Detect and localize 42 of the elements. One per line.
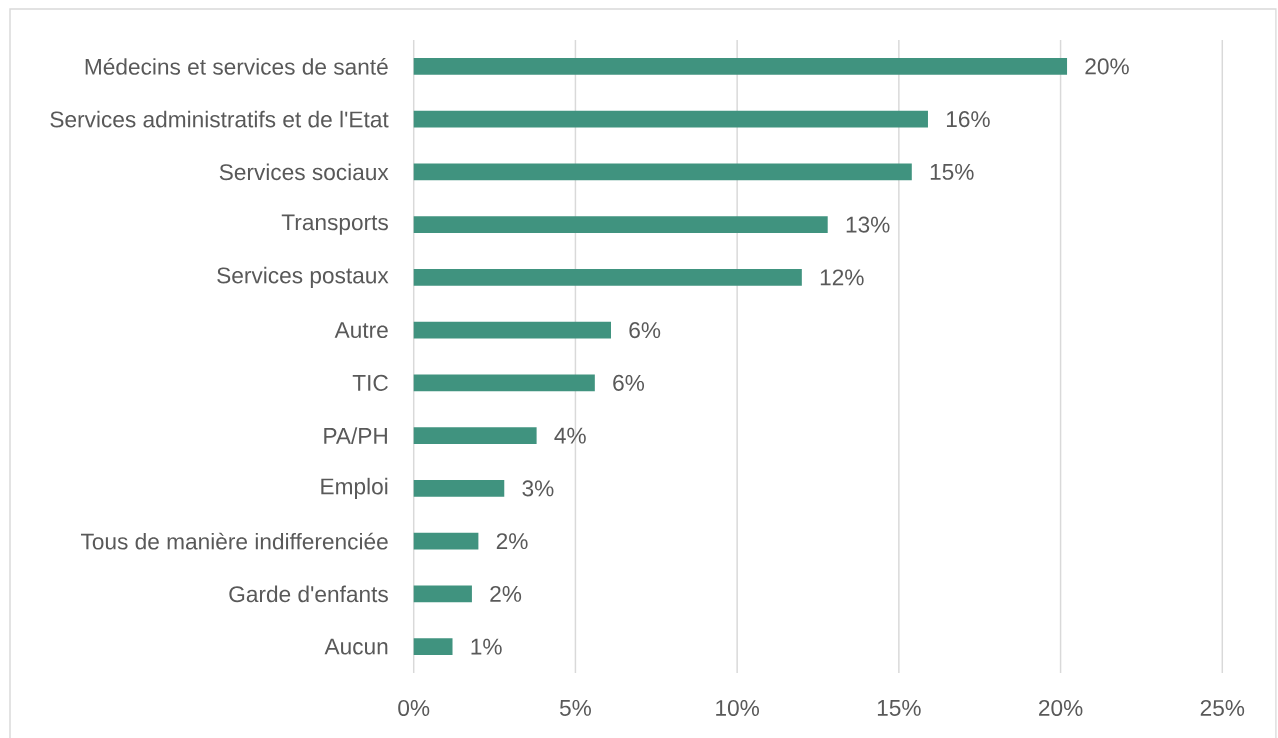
data-label: 2% (490, 585, 522, 602)
bar (413, 268, 802, 286)
y-tick-label: Tous de manière indifferenciée (80, 532, 388, 550)
data-label: 3% (522, 480, 554, 497)
y-tick-label: Aucun (324, 638, 388, 655)
x-tick-label: 20% (1039, 699, 1083, 716)
data-label: 6% (613, 374, 645, 391)
y-tick-label: Autre (334, 322, 388, 339)
data-label: 13% (846, 216, 890, 233)
bar (413, 638, 453, 656)
data-label: 12% (820, 269, 864, 286)
bar (413, 321, 611, 339)
bar (413, 427, 537, 445)
y-tick-label: Emploi (321, 477, 388, 499)
data-label: 15% (930, 163, 974, 180)
data-label: 2% (496, 533, 528, 550)
x-tick-label: 10% (716, 699, 760, 716)
x-tick-label: 15% (877, 699, 921, 716)
bar (413, 163, 912, 181)
bar (413, 479, 505, 497)
y-tick-label: Services sociaux (219, 163, 389, 181)
y-tick-label: Garde d'enfants (229, 585, 388, 603)
bar (413, 585, 472, 603)
y-tick-label: Services postaux (217, 266, 389, 288)
data-label: 4% (554, 427, 586, 444)
bar (413, 110, 928, 128)
y-tick-label: PA/PH (324, 427, 387, 444)
y-tick-label: Transports (281, 214, 388, 235)
bar (413, 532, 479, 550)
y-tick-label: Médecins et services de santé (85, 57, 388, 75)
bar (413, 57, 1068, 75)
data-label: 6% (629, 322, 661, 339)
data-label: 20% (1085, 58, 1129, 75)
y-tick-label: TIC (352, 374, 388, 391)
y-tick-label: Services administratifs et de l'Etat (50, 110, 389, 128)
data-label: 16% (946, 111, 990, 128)
data-label: 1% (471, 638, 502, 655)
bar (413, 374, 595, 392)
bar (413, 216, 828, 234)
x-tick-label: 0% (398, 699, 430, 716)
x-tick-label: 25% (1200, 699, 1245, 716)
x-tick-label: 5% (559, 699, 591, 716)
